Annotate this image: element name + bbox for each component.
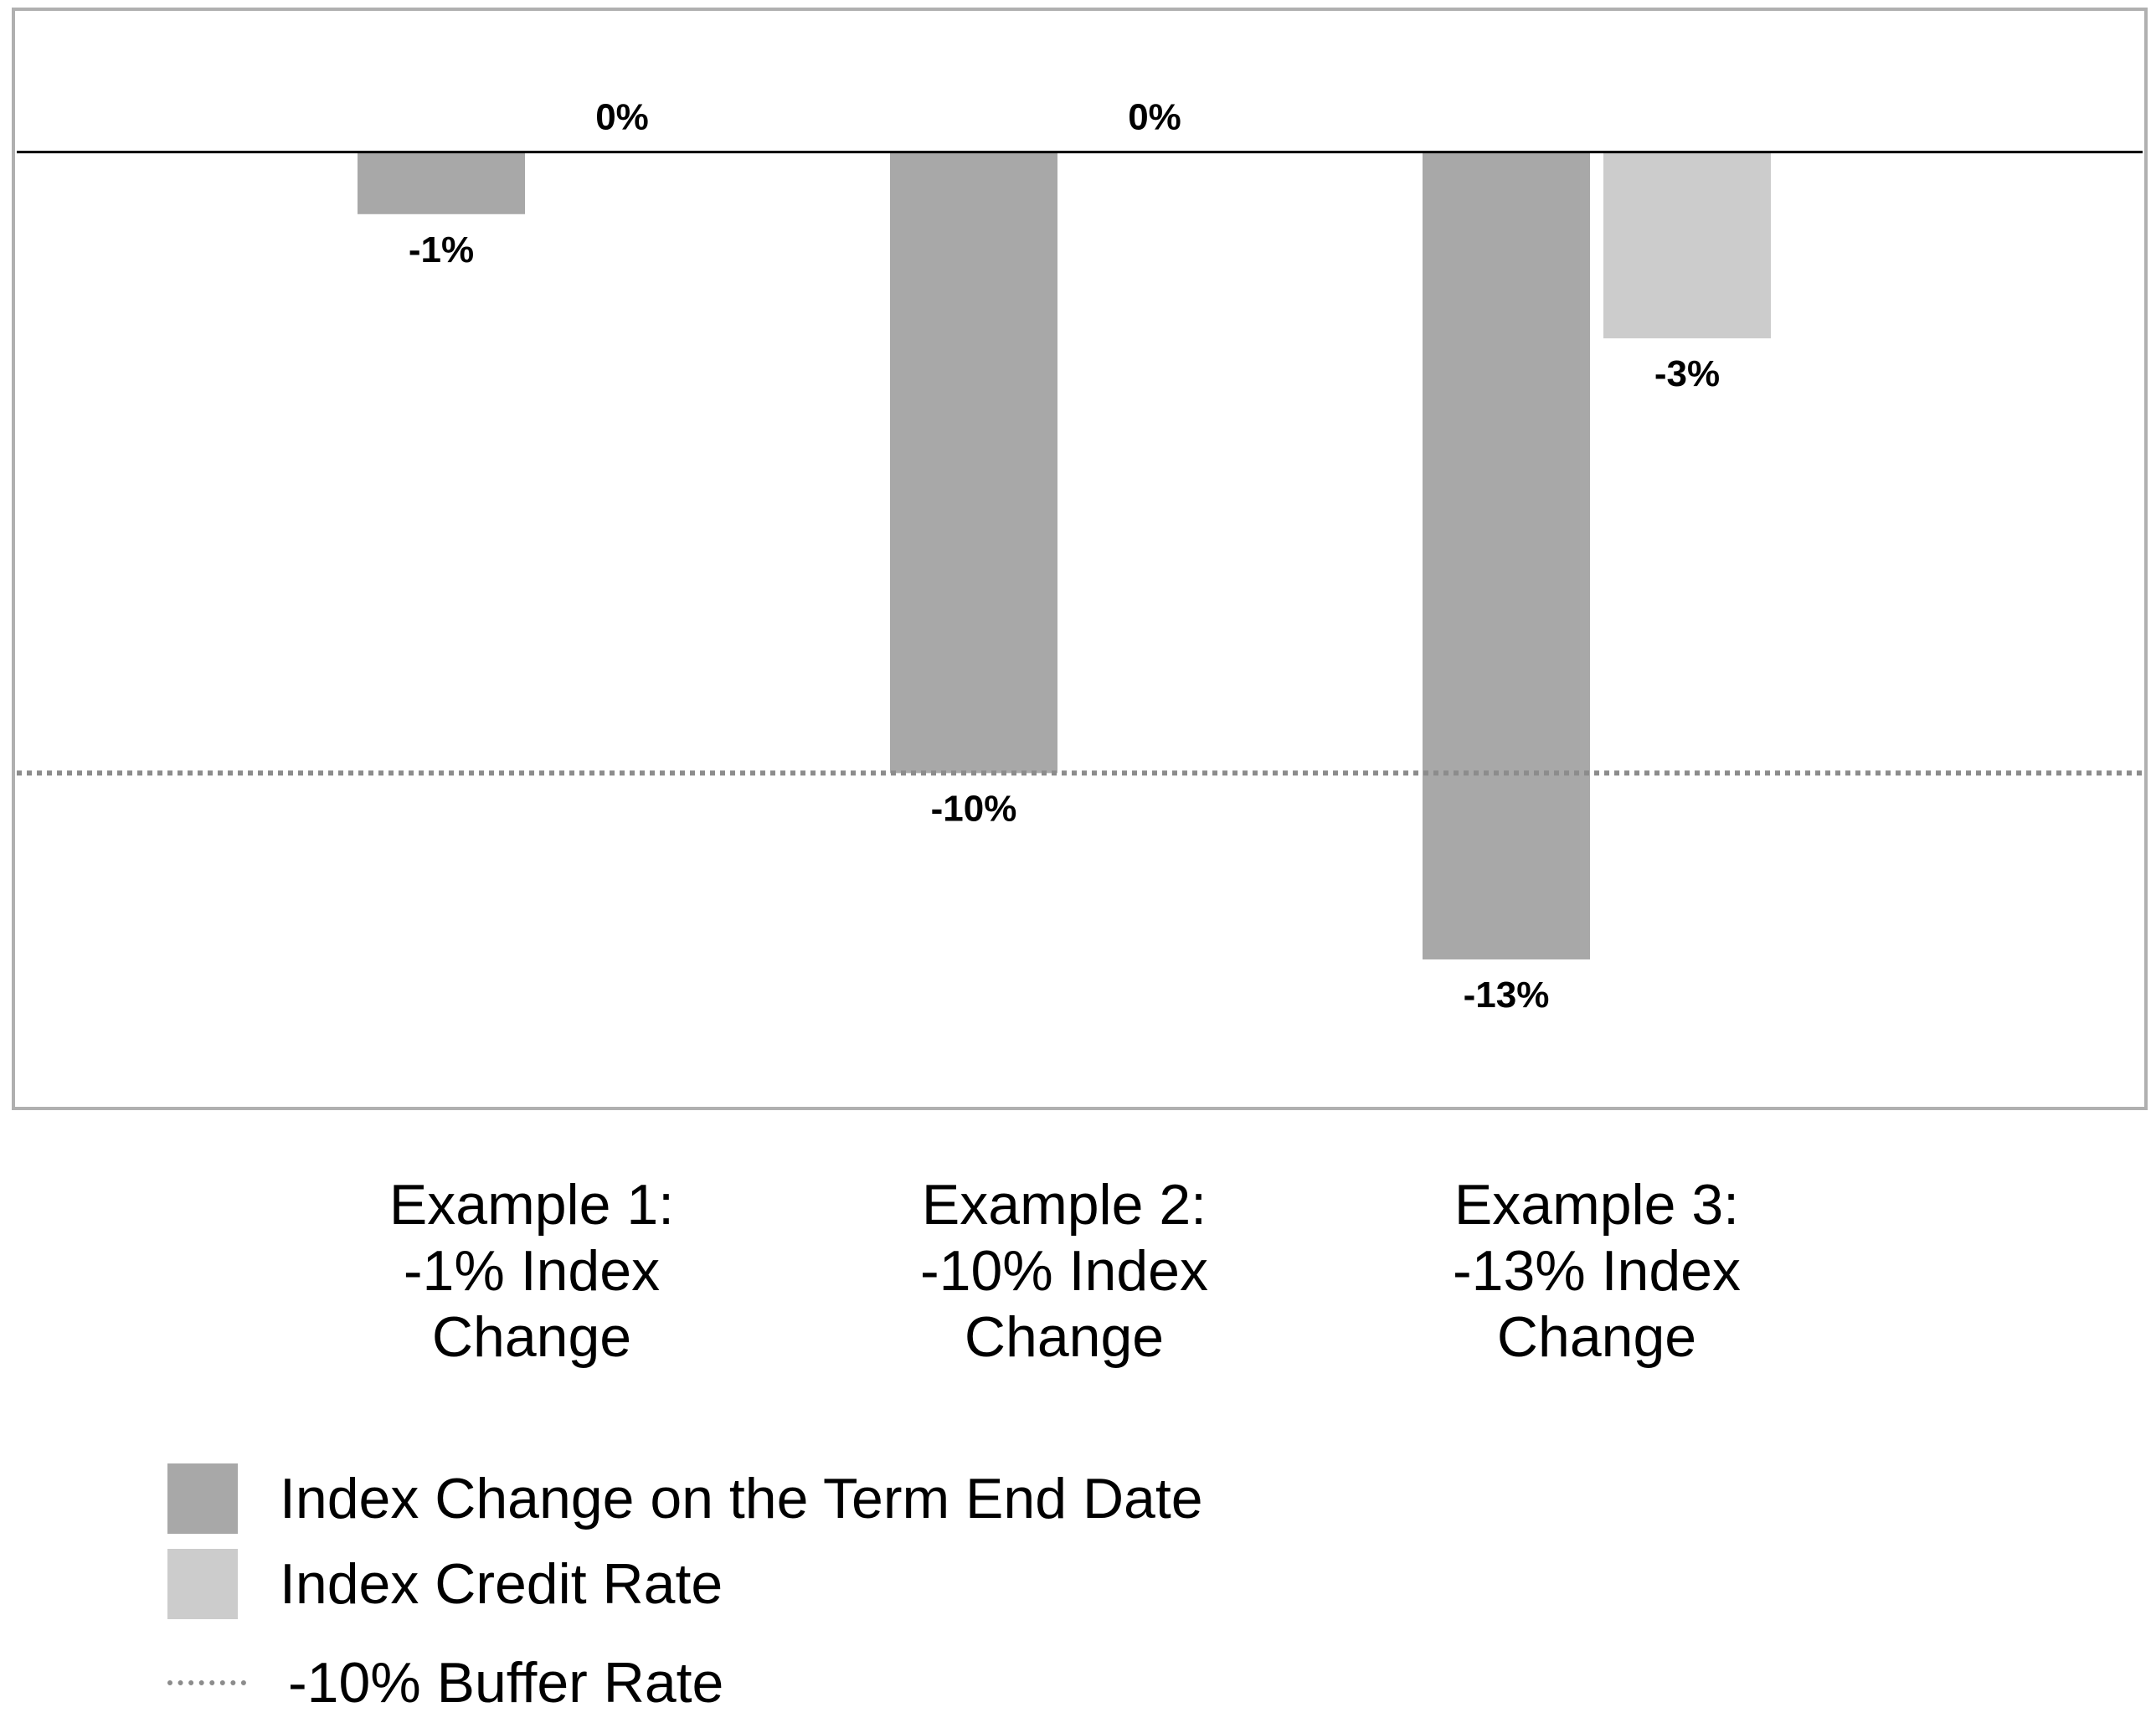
data-label-series2-example2: 0% bbox=[1128, 97, 1181, 138]
legend-item-index-change: Index Change on the Term End Date bbox=[167, 1461, 1203, 1536]
legend-swatch-index-change bbox=[167, 1463, 238, 1534]
category-label-example-2: Example 2: -10% Index Change bbox=[920, 1173, 1208, 1369]
legend-dotted-line-buffer-rate bbox=[167, 1680, 246, 1685]
legend-item-index-credit-rate: Index Credit Rate bbox=[167, 1546, 723, 1622]
data-label-series2-example1: 0% bbox=[595, 97, 649, 138]
data-label-series2-example3: -3% bbox=[1654, 353, 1720, 394]
legend-swatch-index-credit-rate bbox=[167, 1549, 238, 1619]
data-label-series1-example2: -10% bbox=[931, 788, 1017, 829]
legend-label-buffer-rate: -10% Buffer Rate bbox=[288, 1651, 724, 1715]
legend-label-index-credit-rate: Index Credit Rate bbox=[280, 1552, 723, 1616]
bar-series1-example2 bbox=[890, 152, 1057, 774]
data-label-series1-example1: -1% bbox=[409, 229, 474, 270]
category-label-example-1: Example 1: -1% Index Change bbox=[388, 1173, 675, 1369]
data-label-series1-example3: -13% bbox=[1464, 975, 1550, 1016]
data-labels-layer: -1% -10% -13% 0% 0% -3% bbox=[409, 97, 1720, 1016]
bars-layer bbox=[358, 152, 1771, 959]
legend-item-buffer-rate: -10% Buffer Rate bbox=[167, 1645, 723, 1720]
category-label-example-3: Example 3: -13% Index Change bbox=[1453, 1173, 1741, 1369]
legend-label-index-change: Index Change on the Term End Date bbox=[280, 1467, 1203, 1530]
bar-series1-example1 bbox=[358, 152, 525, 214]
plot-frame bbox=[12, 8, 2148, 1110]
bar-series1-example3 bbox=[1423, 152, 1590, 959]
bar-series2-example3 bbox=[1603, 152, 1771, 339]
